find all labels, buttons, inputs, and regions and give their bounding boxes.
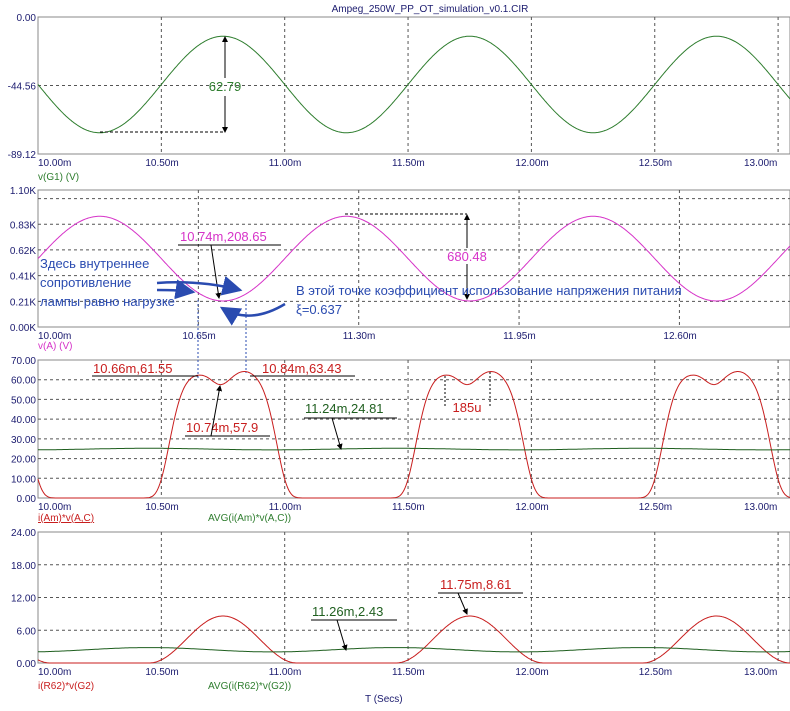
series-line-i-r62-v-g2- <box>37 615 790 664</box>
y-tick-label: 0.83K <box>10 220 36 231</box>
series-line-v-a-v- <box>37 215 790 302</box>
y-tick-label: 24.00 <box>11 528 36 539</box>
x-tick-label: 12.50m <box>639 502 672 513</box>
y-tick-label: 18.00 <box>11 561 36 572</box>
x-tick-label: 12.60m <box>663 331 696 342</box>
annotation-dip: 10.74m,57.9 <box>186 420 258 435</box>
x-tick-label: 12.00m <box>515 502 548 513</box>
legend-power[interactable]: i(Am)*v(A,C) <box>38 513 94 524</box>
y-tick-label: 1.10K <box>10 186 36 197</box>
x-tick-label: 10.00m <box>38 502 71 513</box>
annotation-peak-2: 10.84m,63.43 <box>262 361 342 376</box>
y-tick-label: 10.00 <box>11 474 36 485</box>
y-tick-label: 0.00K <box>10 323 36 334</box>
x-tick-label: 10.00m <box>38 331 71 342</box>
x-tick-label: 10.00m <box>38 667 71 678</box>
legend-power-avg[interactable]: AVG(i(Am)*v(A,C)) <box>208 513 291 524</box>
x-tick-label: 10.50m <box>145 502 178 513</box>
y-tick-label: 12.00 <box>11 594 36 605</box>
y-tick-label: 6.00 <box>17 626 37 637</box>
x-tick-label: 13.00m <box>744 158 777 169</box>
series-line-v-g1-v- <box>37 35 790 134</box>
annotation-peak-1: 10.66m,61.55 <box>93 361 173 376</box>
y-tick-label: -44.56 <box>8 82 37 93</box>
y-tick-label: 40.00 <box>11 415 36 426</box>
plot-frame <box>37 531 790 664</box>
annotation-680-48: 680.48 <box>447 249 487 264</box>
x-tick-label: 11.00m <box>269 502 302 513</box>
legend-va: v(A) (V) <box>38 341 72 352</box>
annotation-vmin: 10.74m,208.65 <box>180 229 267 244</box>
annotation-leader <box>331 417 343 450</box>
x-tick-label: 11.50m <box>392 667 425 678</box>
y-tick-label: 0.62K <box>10 246 36 257</box>
y-tick-label: 0.21K <box>10 297 36 308</box>
y-tick-label: 20.00 <box>11 455 36 466</box>
plot-frame <box>37 16 790 155</box>
series-line-avg-i-am-v-a-c- <box>38 447 790 451</box>
curved-arrow-icon <box>219 302 286 326</box>
curved-arrow-icon <box>156 279 196 300</box>
x-tick-label: 13.00m <box>744 502 777 513</box>
y-tick-label: 70.00 <box>11 356 36 367</box>
chart-title: Ampeg_250W_PP_OT_simulation_v0.1.CIR <box>332 4 529 15</box>
y-tick-label: 50.00 <box>11 395 36 406</box>
x-tick-label: 10.50m <box>145 667 178 678</box>
note-line-5: ξ=0.637 <box>296 302 342 317</box>
x-tick-label: 12.50m <box>639 667 672 678</box>
annotation-avg: 11.26m,2.43 <box>312 604 383 619</box>
legend-g2[interactable]: i(R62)*v(G2) <box>38 681 94 692</box>
series-line-i-am-v-a-c- <box>37 370 790 499</box>
note-line-4: В этой точке коэффициент использование н… <box>296 283 682 298</box>
x-axis-label: T (Secs) <box>365 694 403 705</box>
x-tick-label: 12.50m <box>639 158 672 169</box>
x-tick-label: 10.50m <box>145 158 178 169</box>
legend-vg1: v(G1) (V) <box>38 172 79 183</box>
x-tick-label: 11.50m <box>392 502 425 513</box>
x-tick-label: 12.00m <box>515 158 548 169</box>
x-tick-label: 11.00m <box>269 667 302 678</box>
y-tick-label: 30.00 <box>11 435 36 446</box>
curved-arrow-icon <box>156 276 243 296</box>
note-line-1: Здесь внутреннее <box>40 256 149 271</box>
annotation-62-79: 62.79 <box>209 79 242 94</box>
annotation-185u: 185u <box>453 400 482 415</box>
note-line-2: сопротивление <box>40 275 131 290</box>
x-tick-label: 11.00m <box>269 158 302 169</box>
x-tick-label: 13.00m <box>744 667 777 678</box>
y-tick-label: 0.00 <box>17 659 37 670</box>
annotation-leader <box>336 619 348 651</box>
x-tick-label: 12.00m <box>515 667 548 678</box>
annotation-leader <box>210 385 223 437</box>
note-line-3: лампы равно нагрузке <box>40 294 175 309</box>
annotation-leader <box>210 244 222 299</box>
x-tick-label: 10.65m <box>182 331 215 342</box>
annotation-peak: 11.75m,8.61 <box>440 577 511 592</box>
annotation-avg: 11.24m,24.81 <box>305 401 384 416</box>
y-tick-label: 0.00 <box>17 494 37 505</box>
annotation-leader <box>457 592 468 615</box>
x-tick-label: 11.95m <box>503 331 536 342</box>
y-tick-label: 0.41K <box>10 272 36 283</box>
plot-frame <box>37 359 790 499</box>
y-tick-label: 60.00 <box>11 376 36 387</box>
x-tick-label: 11.30m <box>343 331 376 342</box>
series-line-avg-i-r62-v-g2- <box>38 647 790 653</box>
x-tick-label: 11.50m <box>392 158 425 169</box>
y-tick-label: -89.12 <box>8 150 37 161</box>
legend-g2-avg[interactable]: AVG(i(R62)*v(G2)) <box>208 681 291 692</box>
x-tick-label: 10.00m <box>38 158 71 169</box>
y-tick-label: 0.00 <box>17 13 37 24</box>
